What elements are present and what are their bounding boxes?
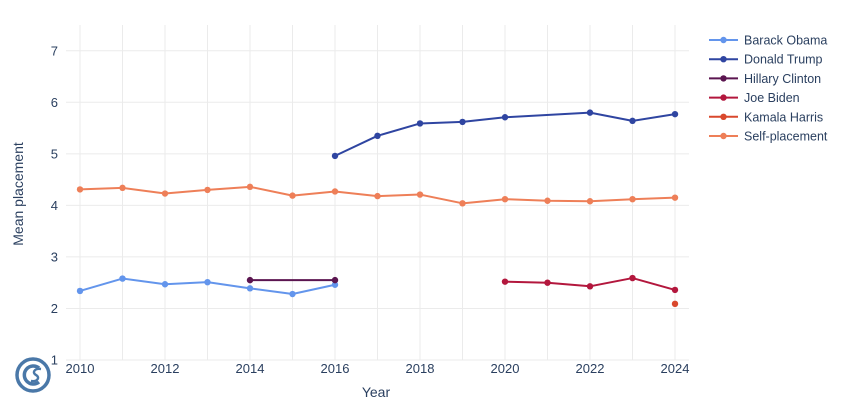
series-barack-obama xyxy=(76,275,339,298)
legend-item-barack-obama[interactable]: Barack Obama xyxy=(709,34,827,48)
x-tick-label: 2016 xyxy=(321,361,350,376)
y-tick-label: 4 xyxy=(51,198,58,213)
x-tick-label: 2024 xyxy=(661,361,690,376)
data-point-donald-trump[interactable] xyxy=(331,152,339,160)
series-joe-biden xyxy=(501,274,679,294)
legend-item-joe-biden[interactable]: Joe Biden xyxy=(709,91,800,105)
x-axis-ticks: 2010 2012 2014 2016 2018 2020 2022 2024 xyxy=(66,361,690,376)
data-point-joe-biden[interactable] xyxy=(586,283,594,290)
data-point-kamala-harris[interactable] xyxy=(671,300,679,308)
data-point-joe-biden[interactable] xyxy=(501,278,509,285)
data-point-joe-biden[interactable] xyxy=(671,286,679,294)
data-point-donald-trump[interactable] xyxy=(374,132,381,140)
grid xyxy=(66,25,689,361)
legend[interactable]: Barack Obama Donald Trump Hillary Clinton J… xyxy=(709,34,828,144)
data-point-self-placement[interactable] xyxy=(119,184,126,192)
legend-swatch-marker xyxy=(720,36,727,44)
x-tick-label: 2020 xyxy=(491,361,520,376)
data-point-self-placement[interactable] xyxy=(586,198,594,205)
y-tick-label: 5 xyxy=(51,146,58,161)
data-point-hillary-clinton[interactable] xyxy=(246,276,254,284)
data-point-donald-trump[interactable] xyxy=(586,109,594,116)
logo-c-shape xyxy=(22,364,41,386)
data-point-self-placement[interactable] xyxy=(671,194,679,201)
legend-swatch-marker xyxy=(720,132,727,140)
legend-label: Kamala Harris xyxy=(744,110,823,124)
data-point-barack-obama[interactable] xyxy=(161,281,169,288)
x-tick-label: 2018 xyxy=(406,361,435,376)
x-tick-label: 2012 xyxy=(151,361,180,376)
legend-label: Joe Biden xyxy=(744,91,800,105)
data-point-self-placement[interactable] xyxy=(501,196,509,203)
legend-swatch-marker xyxy=(720,75,727,82)
data-point-barack-obama[interactable] xyxy=(289,290,296,298)
data-point-donald-trump[interactable] xyxy=(629,117,636,125)
logo-s-shape xyxy=(30,367,42,383)
data-point-self-placement[interactable] xyxy=(331,188,339,195)
legend-swatch-marker xyxy=(720,113,727,121)
data-point-self-placement[interactable] xyxy=(459,200,466,207)
data-point-donald-trump[interactable] xyxy=(416,120,424,127)
series-kamala-harris xyxy=(671,300,679,308)
data-point-barack-obama[interactable] xyxy=(119,275,126,282)
legend-item-hillary-clinton[interactable]: Hillary Clinton xyxy=(709,72,821,86)
series-hillary-clinton xyxy=(246,276,339,284)
data-point-self-placement[interactable] xyxy=(544,197,551,204)
legend-label: Donald Trump xyxy=(744,53,823,67)
x-axis-title: Year xyxy=(362,384,391,400)
data-point-joe-biden[interactable] xyxy=(544,279,551,286)
data-point-self-placement[interactable] xyxy=(416,191,424,198)
y-tick-label: 2 xyxy=(51,301,58,316)
data-point-donald-trump[interactable] xyxy=(459,118,466,126)
series-donald-trump xyxy=(331,109,679,160)
data-point-self-placement[interactable] xyxy=(76,186,84,193)
legend-label: Barack Obama xyxy=(744,34,827,48)
data-point-barack-obama[interactable] xyxy=(246,285,254,292)
x-tick-label: 2022 xyxy=(576,361,605,376)
data-point-self-placement[interactable] xyxy=(161,190,169,197)
data-point-barack-obama[interactable] xyxy=(204,278,211,286)
data-point-donald-trump[interactable] xyxy=(501,114,509,121)
logo-ring xyxy=(15,357,51,393)
data-point-barack-obama[interactable] xyxy=(331,281,339,288)
legend-label: Hillary Clinton xyxy=(744,72,821,86)
legend-item-self-placement[interactable]: Self-placement xyxy=(709,130,828,144)
legend-label: Self-placement xyxy=(744,130,828,144)
y-tick-label: 7 xyxy=(51,43,58,58)
y-tick-label: 3 xyxy=(51,249,58,264)
ces-logo-icon xyxy=(14,356,52,394)
legend-item-kamala-harris[interactable]: Kamala Harris xyxy=(709,110,823,124)
series-self-placement xyxy=(76,183,679,207)
series-layer xyxy=(76,109,679,308)
data-point-self-placement[interactable] xyxy=(629,196,636,203)
data-point-barack-obama[interactable] xyxy=(76,287,84,295)
y-tick-label: 6 xyxy=(51,95,58,110)
legend-item-donald-trump[interactable]: Donald Trump xyxy=(709,53,823,67)
x-tick-label: 2010 xyxy=(66,361,95,376)
data-point-self-placement[interactable] xyxy=(289,192,296,199)
data-point-self-placement[interactable] xyxy=(374,192,381,200)
data-point-donald-trump[interactable] xyxy=(671,110,679,118)
legend-swatch-marker xyxy=(720,56,727,63)
y-axis-ticks: 1 2 3 4 5 6 7 xyxy=(51,43,58,367)
data-point-joe-biden[interactable] xyxy=(629,274,636,282)
series-line-donald-trump xyxy=(334,111,676,157)
data-point-hillary-clinton[interactable] xyxy=(331,276,339,284)
y-axis-title: Mean placement xyxy=(10,142,26,246)
y-tick-label: 1 xyxy=(51,353,58,368)
data-point-self-placement[interactable] xyxy=(204,186,211,194)
legend-swatch-marker xyxy=(720,94,727,101)
data-point-self-placement[interactable] xyxy=(246,183,254,191)
x-tick-label: 2014 xyxy=(236,361,265,376)
